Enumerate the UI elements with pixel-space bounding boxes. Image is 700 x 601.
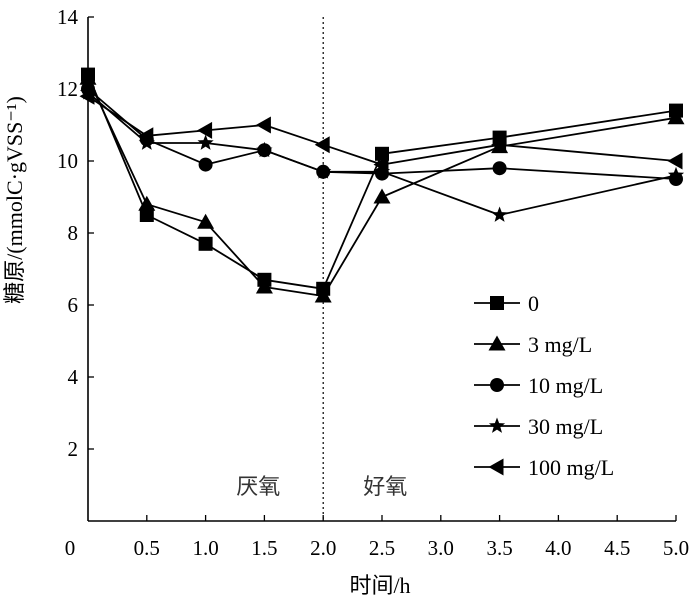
series-triangle-left xyxy=(79,87,683,174)
x-tick-label: 2.0 xyxy=(310,536,336,560)
x-tick-label: 3.5 xyxy=(486,536,512,560)
data-point-triangle-left xyxy=(314,136,330,154)
data-point-triangle-up xyxy=(314,287,332,303)
legend-label: 30 mg/L xyxy=(528,414,603,439)
y-tick-label: 14 xyxy=(57,5,79,29)
x-tick-label: 0.5 xyxy=(134,536,160,560)
series-line-triangle-up xyxy=(87,77,677,297)
data-point-triangle-up xyxy=(138,195,156,211)
data-point-star xyxy=(667,166,685,183)
x-axis-title: 时间/h xyxy=(349,573,410,598)
data-point-square xyxy=(139,208,154,222)
data-point-triangle-left xyxy=(667,152,683,170)
data-point-square xyxy=(375,146,389,161)
data-point-star xyxy=(256,141,273,158)
legend-label: 10 mg/L xyxy=(528,373,603,398)
y-tick-label: 6 xyxy=(68,293,79,317)
legend-marker-triangle-left xyxy=(488,458,504,476)
x-tick-label: 5.0 xyxy=(663,536,689,560)
plot-area: 0 0.5 1.0 1.5 2.0 2.5 3.0 3.5 4.0 4.5 5.0 2 4 6 8 10 12 1… xyxy=(57,5,689,560)
data-point-triangle-left xyxy=(79,87,95,105)
y-tick-label: 12 xyxy=(57,77,78,101)
data-point-star xyxy=(197,134,214,150)
legend-marker-triangle-up xyxy=(488,335,506,351)
legend-label: 3 mg/L xyxy=(528,332,592,357)
x-tick-label: 4.5 xyxy=(604,536,630,560)
data-point-square xyxy=(198,236,213,251)
data-point-star xyxy=(315,163,332,179)
data-point-circle xyxy=(492,161,507,176)
y-axis-title: 糖原/(mmolC·gVSS⁻¹) xyxy=(2,96,27,304)
data-point-triangle-up xyxy=(255,278,273,294)
y-tick-label: 10 xyxy=(57,149,78,173)
y-tick-label: 4 xyxy=(68,365,79,389)
series-line-square xyxy=(87,74,677,290)
data-point-star xyxy=(138,134,155,150)
data-point-star xyxy=(373,163,391,179)
x-tick-label: 2.5 xyxy=(369,536,395,560)
x-tick-label: 1.5 xyxy=(251,536,277,560)
data-point-triangle-up xyxy=(373,188,391,204)
legend-marker-star xyxy=(488,417,506,433)
series-line-star xyxy=(87,91,677,216)
x-tick-label: 1.0 xyxy=(192,536,218,560)
series-square xyxy=(81,67,683,296)
data-point-triangle-left xyxy=(197,121,213,139)
data-point-triangle-left xyxy=(491,136,507,154)
phase-label-aerobic: 好氧 xyxy=(363,474,407,499)
x-tick-label: 3.0 xyxy=(428,536,454,560)
series-triangle-up xyxy=(79,69,685,303)
legend-marker-circle xyxy=(490,378,504,392)
data-point-triangle-up xyxy=(79,69,97,85)
data-point-triangle-left xyxy=(255,116,271,134)
legend: 0 3 mg/L 10 mg/L 30 mg/L 100 mg/L xyxy=(474,291,614,480)
y-tick-label: 8 xyxy=(68,221,79,245)
legend-label: 100 mg/L xyxy=(528,455,614,480)
x-tick-label: 0 xyxy=(65,536,76,560)
legend-label: 0 xyxy=(528,291,539,316)
data-point-triangle-up xyxy=(197,213,215,229)
series-line-triangle-left xyxy=(87,95,677,166)
phase-label-anaerobic: 厌氧 xyxy=(236,474,280,499)
x-tick-label: 4.0 xyxy=(545,536,571,560)
y-tick-label: 2 xyxy=(68,437,79,461)
legend-marker-square xyxy=(490,296,504,310)
data-point-triangle-left xyxy=(138,127,154,145)
data-point-triangle-up xyxy=(667,109,685,125)
data-point-triangle-left xyxy=(373,156,389,174)
data-point-star xyxy=(491,206,508,222)
data-point-circle xyxy=(198,157,213,172)
